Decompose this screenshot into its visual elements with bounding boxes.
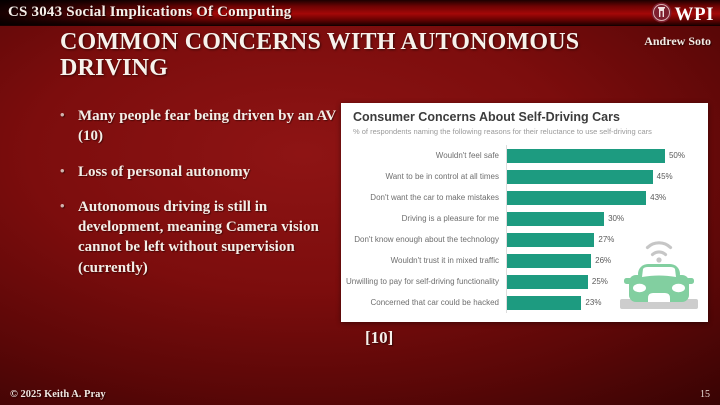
chart-row: Driving is a pleasure for me 30% <box>341 208 708 229</box>
chart-row: Wouldn't trust it in mixed traffic 26% <box>341 250 708 271</box>
chart-bar-label: Don't know enough about the technology <box>354 235 499 244</box>
chart-bar-value: 26% <box>595 256 612 265</box>
copyright-text: © 2025 Keith A. Pray <box>10 389 106 400</box>
chart-bar-value: 30% <box>608 214 625 223</box>
chart-bar <box>507 190 647 205</box>
chart-bar-value: 27% <box>598 235 615 244</box>
wpi-seal-icon <box>651 2 672 28</box>
course-header-bar: CS 3043 Social Implications Of Computing… <box>0 0 720 26</box>
chart-bar-label: Wouldn't feel safe <box>435 151 499 160</box>
wpi-logo-text: WPI <box>674 4 714 25</box>
citation-ref: [10] <box>365 328 394 347</box>
chart-bar <box>507 211 605 226</box>
chart-bar-label: Wouldn't trust it in mixed traffic <box>390 256 499 265</box>
chart-panel: Consumer Concerns About Self-Driving Car… <box>341 103 708 322</box>
chart-rows: Wouldn't feel safe 50% Want to be in contr… <box>341 145 708 313</box>
chart-bar-value: 50% <box>668 151 685 160</box>
chart-bar-label: Concerned that car could be hacked <box>370 298 499 307</box>
chart-bar-track: 26% <box>506 250 685 271</box>
wpi-logo: WPI <box>651 2 715 28</box>
course-title: CS 3043 Social Implications Of Computing <box>8 4 292 20</box>
chart-bar-label: Driving is a pleasure for me <box>401 214 499 223</box>
chart-bar <box>507 169 653 184</box>
chart-bar-value: 45% <box>656 172 673 181</box>
chart-row: Unwilling to pay for self-driving functi… <box>341 271 708 292</box>
chart-row: Wouldn't feel safe 50% <box>341 145 708 166</box>
chart-bar-value: 25% <box>591 277 608 286</box>
chart-subtitle: % of respondents naming the following re… <box>353 127 652 136</box>
author-name: Andrew Soto <box>644 34 711 48</box>
chart-bar <box>507 232 595 247</box>
chart-row: Want to be in control at all times 45% <box>341 166 708 187</box>
chart-bar-track: 23% <box>506 292 685 313</box>
bullet-item: Many people fear being driven by an AV (… <box>58 106 346 147</box>
page-number: 15 <box>700 389 710 400</box>
bullet-item: Autonomous driving is still in developme… <box>58 197 346 278</box>
chart-row: Don't want the car to make mistakes 43% <box>341 187 708 208</box>
bullet-item: Loss of personal autonomy <box>58 162 346 182</box>
chart-bar-track: 50% <box>506 145 685 166</box>
chart-bar-label: Unwilling to pay for self-driving functi… <box>346 277 499 286</box>
chart-bar-track: 27% <box>506 229 685 250</box>
chart-row: Concerned that car could be hacked 23% <box>341 292 708 313</box>
chart-bar-track: 25% <box>506 271 685 292</box>
chart-bar-label: Don't want the car to make mistakes <box>370 193 499 202</box>
chart-bar <box>507 295 582 310</box>
slide-title: COMMON CONCERNS WITH AUTONOMOUS DRIVING <box>60 29 580 81</box>
connected-car-icon <box>615 232 703 317</box>
chart-row: Don't know enough about the technology 27… <box>341 229 708 250</box>
chart-bar-value: 23% <box>585 298 602 307</box>
chart-bar-value: 43% <box>650 193 667 202</box>
chart-title: Consumer Concerns About Self-Driving Car… <box>353 110 620 124</box>
chart-bar <box>507 253 592 268</box>
chart-bar <box>507 274 588 289</box>
bullet-list: Many people fear being driven by an AV (… <box>58 106 346 293</box>
chart-bar-track: 30% <box>506 208 685 229</box>
chart-bar-track: 43% <box>506 187 685 208</box>
chart-bar <box>507 148 665 163</box>
chart-bar-track: 45% <box>506 166 685 187</box>
chart-bar-label: Want to be in control at all times <box>385 172 499 181</box>
